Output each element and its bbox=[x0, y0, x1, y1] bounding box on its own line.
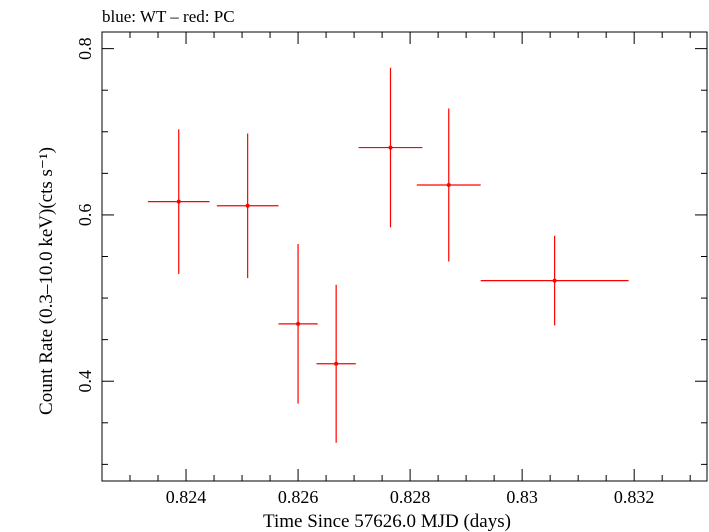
y-tick-label: 0.6 bbox=[75, 204, 95, 227]
x-axis-tick-labels: 0.824 0.826 0.828 0.83 0.832 bbox=[166, 487, 655, 507]
y-axis-tick-labels: 0.4 0.6 0.8 bbox=[75, 37, 95, 392]
data-point bbox=[334, 361, 339, 366]
x-tick-label: 0.828 bbox=[390, 487, 431, 507]
x-axis-ticks bbox=[101, 32, 691, 481]
data-point bbox=[296, 321, 301, 326]
y-axis-label: Count Rate (0.3–10.0 keV)(cts s⁻¹) bbox=[36, 147, 57, 415]
x-tick-label: 0.826 bbox=[278, 487, 319, 507]
y-axis-ticks bbox=[102, 48, 707, 465]
data-series bbox=[147, 67, 629, 443]
y-tick-label: 0.8 bbox=[75, 37, 95, 60]
data-point bbox=[388, 145, 393, 150]
data-point bbox=[552, 278, 557, 283]
x-tick-label: 0.824 bbox=[166, 487, 207, 507]
data-point bbox=[446, 182, 451, 187]
plot-frame bbox=[101, 31, 708, 482]
y-tick-label: 0.4 bbox=[75, 370, 95, 393]
chart-title: blue: WT – red: PC bbox=[102, 7, 235, 26]
data-point bbox=[176, 199, 181, 204]
x-tick-label: 0.83 bbox=[506, 487, 538, 507]
x-tick-label: 0.832 bbox=[614, 487, 655, 507]
x-axis-label: Time Since 57626.0 MJD (days) bbox=[263, 511, 511, 532]
data-point bbox=[245, 203, 250, 208]
